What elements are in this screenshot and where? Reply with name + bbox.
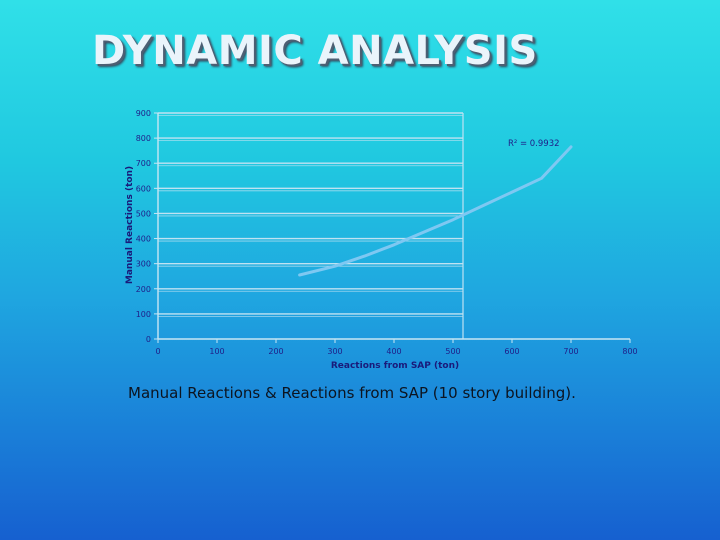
x-tick-label: 500 xyxy=(445,347,460,356)
x-tick-label: 400 xyxy=(386,347,401,356)
y-tick-labels: 0 100 200 300 400 500 600 700 800 900 xyxy=(136,109,151,344)
x-tick-label: 600 xyxy=(504,347,519,356)
y-tick-label: 300 xyxy=(136,260,151,269)
y-tick-label: 400 xyxy=(136,235,151,244)
y-tick-label: 800 xyxy=(136,134,151,143)
y-tick-label: 700 xyxy=(136,159,151,168)
x-tick-labels: 0 100 200 300 400 500 600 700 800 xyxy=(155,347,637,356)
annotations: R² = 0.9932 xyxy=(508,139,560,149)
series xyxy=(298,145,573,277)
y-axis-label: Manual Reactions (ton) xyxy=(125,166,135,284)
figure-caption: Manual Reactions & Reactions from SAP (1… xyxy=(128,384,576,402)
y-tick-label: 100 xyxy=(136,310,151,319)
x-tick-label: 800 xyxy=(622,347,637,356)
y-tick-label: 200 xyxy=(136,285,151,294)
y-tick-label: 900 xyxy=(136,109,151,118)
axes xyxy=(154,112,631,343)
x-tick-label: 700 xyxy=(563,347,578,356)
gridlines xyxy=(158,112,464,339)
trendline xyxy=(298,145,573,277)
x-tick-label: 200 xyxy=(268,347,283,356)
slide-title: DYNAMIC ANALYSIS xyxy=(92,28,538,74)
y-tick-label: 600 xyxy=(136,184,151,193)
x-tick-label: 100 xyxy=(209,347,224,356)
y-tick-label: 0 xyxy=(146,335,151,344)
x-tick-label: 0 xyxy=(155,347,160,356)
x-axis-label: Reactions from SAP (ton) xyxy=(331,361,459,371)
r-squared-annotation: R² = 0.9932 xyxy=(508,139,560,149)
y-tick-label: 500 xyxy=(136,209,151,218)
x-tick-label: 300 xyxy=(327,347,342,356)
